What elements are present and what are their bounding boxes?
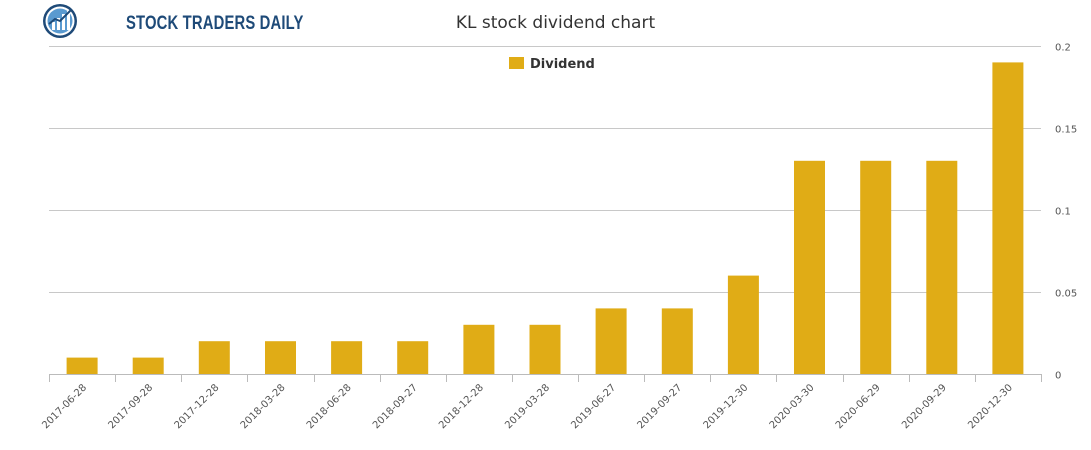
- bar-2018-06-28[interactable]: [331, 341, 362, 374]
- bar-2019-12-30[interactable]: [728, 276, 759, 374]
- x-tick-label: 2019-06-27: [569, 382, 618, 431]
- bar-2018-03-28[interactable]: [265, 341, 296, 374]
- y-tick-label: 0.15: [1055, 125, 1077, 136]
- x-tick-label: 2017-06-28: [40, 382, 89, 431]
- y-tick-label: 0.1: [1055, 207, 1071, 218]
- x-tick-label: 2019-09-27: [636, 382, 685, 431]
- x-tick-label: 2017-12-28: [173, 382, 222, 431]
- x-tick-label: 2018-03-28: [239, 382, 288, 431]
- y-tick-label: 0.2: [1055, 43, 1071, 54]
- x-tick-label: 2019-03-28: [503, 382, 552, 431]
- x-tick-label: 2020-06-29: [834, 382, 883, 431]
- x-tick-label: 2018-09-27: [371, 382, 420, 431]
- y-tick-label: 0: [1055, 371, 1061, 382]
- x-tick-label: 2018-06-28: [305, 382, 354, 431]
- bar-2018-12-28[interactable]: [463, 325, 494, 374]
- bar-2019-09-27[interactable]: [662, 308, 693, 374]
- bar-2020-03-30[interactable]: [794, 161, 825, 374]
- legend[interactable]: Dividend: [509, 57, 595, 72]
- bar-2020-12-30[interactable]: [992, 62, 1023, 374]
- bar-2017-12-28[interactable]: [199, 341, 230, 374]
- bar-2017-06-28[interactable]: [67, 358, 98, 374]
- y-tick-label: 0.05: [1055, 289, 1077, 300]
- bar-2020-06-29[interactable]: [860, 161, 891, 374]
- x-tick-label: 2020-03-30: [768, 382, 817, 431]
- x-tick-label: 2020-12-30: [966, 382, 1015, 431]
- bar-2020-09-29[interactable]: [926, 161, 957, 374]
- x-tick-label: 2019-12-30: [702, 382, 751, 431]
- x-tick-label: 2020-09-29: [900, 382, 949, 431]
- x-tick-label: 2017-09-28: [106, 382, 155, 431]
- bar-2019-03-28[interactable]: [530, 325, 561, 374]
- bar-2017-09-28[interactable]: [133, 358, 164, 374]
- x-tick-label: 2018-12-28: [437, 382, 486, 431]
- gridlines: [49, 47, 1041, 293]
- bar-2018-09-27[interactable]: [397, 341, 428, 374]
- bar-2019-06-27[interactable]: [596, 308, 627, 374]
- bar-series: [67, 62, 1024, 374]
- legend-label-dividend: Dividend: [530, 57, 595, 72]
- legend-swatch: [509, 57, 524, 69]
